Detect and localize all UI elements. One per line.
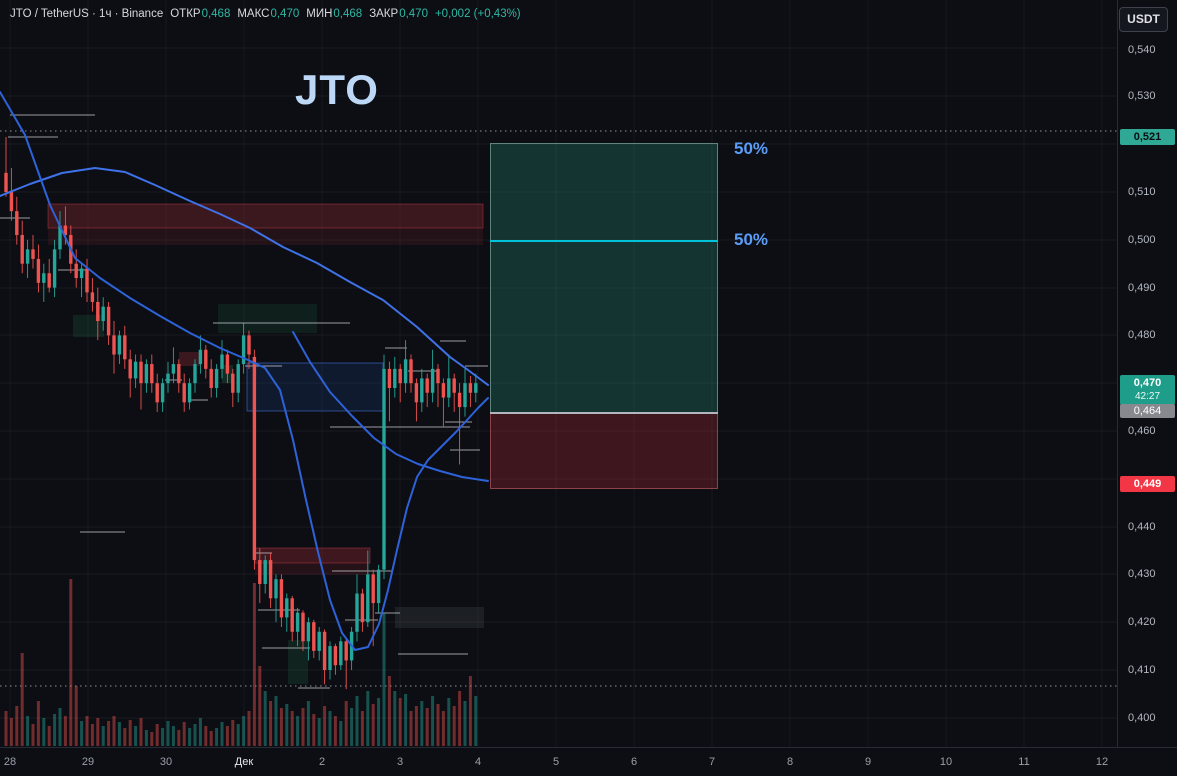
dotted-levels [0,130,1117,687]
bar-countdown: 42:27 [1134,391,1161,402]
fvg-green-3 [288,640,308,684]
time-axis-label: 4 [474,756,482,768]
time-axis-label: 6 [630,756,638,768]
time-axis-label: 12 [1095,756,1109,768]
quote-currency-button[interactable]: USDT [1119,7,1168,32]
position-stop-zone [490,413,718,489]
fvg-green-2 [218,304,317,333]
supply-zone-lower-ext [255,563,370,575]
candles-layer [4,137,478,690]
position-target-zone [490,143,718,414]
time-axis-label: 2 [318,756,326,768]
price-change: +0,002 (+0,43%) [434,8,521,20]
time-axis-label: 30 [159,756,173,768]
price-axis-label: 0,430 [1128,568,1156,580]
entry-price-badge: 0,464 [1120,404,1175,418]
position-top-percent-label: 50% [734,139,769,158]
position-mid-percent-label: 50% [734,230,769,249]
candlestick-chart [0,0,1117,747]
ohlc-legend: JTO / TetherUS · 1ч · Binance ОТКР 0,468 М… [10,8,521,20]
stop-price-badge: 0,449 [1120,476,1175,492]
price-axis-label: 0,480 [1128,329,1156,341]
time-axis[interactable]: 28 29 30 Дек 2 3 4 5 6 7 8 9 10 11 12 [0,747,1177,776]
time-axis-label: 10 [939,756,953,768]
ma-mid [292,331,489,482]
ohlc-pair: МАКС 0,470 [237,8,300,20]
price-axis-label: 0,490 [1128,282,1156,294]
time-axis-label: 11 [1018,756,1030,768]
price-axis-label: 0,510 [1128,186,1156,198]
symbol-title[interactable]: JTO / TetherUS · 1ч · Binance [10,8,164,20]
volume-bars [4,579,478,746]
current-price-badge: 0,470 42:27 [1120,375,1175,405]
price-axis-label: 0,400 [1128,712,1156,724]
position-entry-line[interactable] [490,412,718,414]
price-axis-label: 0,410 [1128,664,1156,676]
price-axis-label: 0,460 [1128,425,1156,437]
long-position-tool[interactable] [490,143,718,489]
price-axis-label: 0,530 [1128,90,1156,102]
symbol-watermark: JTO [295,66,379,113]
price-axis-label: 0,500 [1128,234,1156,246]
ohlc-pair: ЗАКР 0,470 [369,8,428,20]
time-axis-label: 28 [3,756,17,768]
chart-pane[interactable]: JTO 50% 50% [0,0,1117,747]
gridlines [0,0,1117,747]
price-axis-label: 0,440 [1128,521,1156,533]
ohlc-pair: ОТКР 0,468 [170,8,231,20]
time-axis-label: 9 [864,756,872,768]
ohlc-values: ОТКР 0,468 МАКС 0,470 МИН 0,468 ЗАКР 0,470 [170,8,428,20]
time-axis-label: 5 [552,756,560,768]
current-price: 0,470 [1133,377,1162,389]
target-price-badge: 0,521 [1120,129,1175,145]
fvg-gray [395,607,484,628]
zones-layer [47,203,484,684]
ma-fast [0,91,489,651]
price-axis-label: 0,540 [1128,44,1156,56]
fvg-red-small [179,352,200,366]
supply-zone-upper [47,203,484,229]
price-axis-label: 0,420 [1128,616,1156,628]
price-axis[interactable]: 0,521 0,470 42:27 0,464 0,449 0,540 0,530… [1117,0,1177,747]
ma-slow [0,167,489,386]
ohlc-pair: МИН 0,468 [306,8,363,20]
position-midline[interactable] [490,240,718,242]
time-axis-label: 8 [786,756,794,768]
time-axis-label: 3 [396,756,404,768]
structure-level-segments [0,114,488,689]
time-axis-label: 29 [81,756,95,768]
time-axis-label: 7 [708,756,716,768]
time-axis-label: Дек [234,756,254,768]
